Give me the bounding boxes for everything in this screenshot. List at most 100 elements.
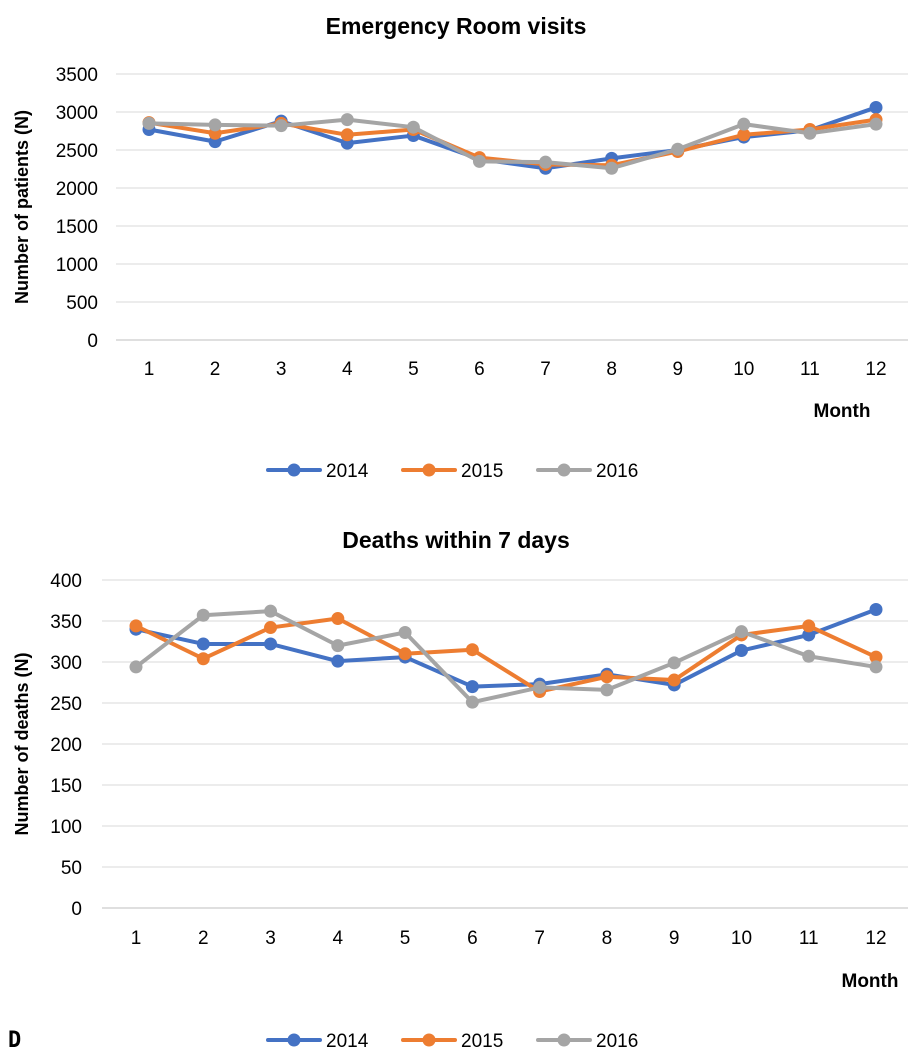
legend: 2014 2015 2016: [266, 1031, 638, 1052]
data-point-2015: [340, 128, 354, 142]
data-point-2016: [539, 155, 553, 169]
legend-label-2016: 2016: [596, 1031, 638, 1052]
data-point-2015: [667, 673, 681, 687]
data-point-2014: [734, 644, 748, 658]
panel-label: D: [8, 1028, 21, 1053]
chart-title: Emergency Room visits: [326, 13, 587, 39]
data-point-2016: [472, 154, 486, 168]
y-tick-label: 1500: [56, 217, 98, 238]
data-point-2016: [398, 625, 412, 639]
data-point-2015: [600, 670, 614, 684]
x-tick-label: 1: [131, 928, 142, 949]
data-point-2015: [264, 621, 278, 635]
data-point-2016: [208, 118, 222, 132]
data-point-2016: [667, 656, 681, 670]
data-point-2015: [129, 619, 143, 633]
x-tick-label: 10: [733, 359, 754, 380]
y-tick-label: 100: [50, 817, 82, 838]
x-tick-label: 12: [865, 928, 886, 949]
data-point-2014: [264, 637, 278, 651]
data-point-2016: [196, 608, 210, 622]
y-axis-label: Number of deaths (N): [12, 652, 32, 835]
data-point-2016: [802, 649, 816, 663]
x-tick-label: 5: [400, 928, 411, 949]
y-tick-label: 300: [50, 653, 82, 674]
x-tick-label: 9: [669, 928, 680, 949]
x-tick-label: 11: [799, 928, 819, 949]
x-tick-label: 5: [408, 359, 419, 380]
data-point-2016: [264, 604, 278, 618]
data-point-2016: [737, 117, 751, 131]
y-tick-label: 2500: [56, 141, 98, 162]
legend-label-2014: 2014: [326, 461, 369, 482]
data-point-2015: [465, 643, 479, 657]
y-tick-label: 2000: [56, 179, 98, 200]
data-point-2016: [671, 142, 685, 156]
data-point-2014: [196, 637, 210, 651]
data-point-2014: [465, 680, 479, 694]
legend-label-2016: 2016: [596, 461, 638, 482]
y-tick-label: 200: [50, 735, 82, 756]
y-tick-label: 250: [50, 694, 82, 715]
x-tick-label: 11: [800, 359, 820, 380]
series-line-2014: [134, 607, 878, 689]
data-point-2016: [129, 660, 143, 674]
data-point-2016: [331, 639, 345, 653]
data-point-2016: [142, 116, 156, 130]
data-point-2015: [398, 647, 412, 661]
legend-marker-2014: [287, 463, 301, 477]
x-tick-label: 10: [731, 928, 752, 949]
data-point-2015: [802, 619, 816, 633]
data-point-2016: [803, 126, 817, 140]
x-tick-label: 2: [210, 359, 221, 380]
data-point-2015: [869, 650, 883, 664]
data-point-2015: [331, 612, 345, 626]
y-tick-label: 0: [87, 331, 98, 352]
x-tick-label: 9: [672, 359, 683, 380]
x-tick-label: 3: [276, 359, 287, 380]
data-point-2015: [737, 128, 751, 142]
legend-marker-2014: [287, 1033, 301, 1047]
x-tick-label: 7: [540, 359, 551, 380]
x-tick-label: 1: [144, 359, 155, 380]
x-tick-label: 4: [333, 928, 344, 949]
data-point-2016: [600, 683, 614, 697]
y-tick-label: 350: [50, 612, 82, 633]
x-tick-label: 3: [265, 928, 276, 949]
legend-label-2015: 2015: [461, 461, 503, 482]
legend-marker-2016: [557, 463, 571, 477]
data-point-2016: [274, 119, 288, 133]
chart-title: Deaths within 7 days: [342, 527, 570, 553]
x-tick-label: 12: [865, 359, 886, 380]
x-tick-label: 7: [534, 928, 545, 949]
y-tick-label: 400: [50, 571, 82, 592]
data-point-2014: [331, 654, 345, 668]
data-point-2016: [406, 120, 420, 134]
x-tick-label: 8: [602, 928, 613, 949]
data-point-2014: [869, 100, 883, 114]
data-point-2016: [465, 695, 479, 709]
x-tick-label: 8: [606, 359, 617, 380]
legend-label-2014: 2014: [326, 1031, 369, 1052]
data-point-2016: [734, 625, 748, 639]
x-tick-label: 2: [198, 928, 209, 949]
legend-label-2015: 2015: [461, 1031, 503, 1052]
y-tick-label: 3000: [56, 103, 98, 124]
y-tick-label: 500: [66, 293, 98, 314]
data-point-2014: [869, 603, 883, 617]
series-line-2016: [147, 117, 878, 171]
legend: 2014 2015 2016: [266, 461, 638, 482]
data-point-2014: [802, 628, 816, 642]
y-tick-label: 3500: [56, 65, 98, 86]
data-point-2015: [196, 652, 210, 666]
data-point-2016: [869, 660, 883, 674]
series-line-2016: [134, 609, 878, 705]
chart-er-visits: Emergency Room visits 0 500 1000 1500 2000 250…: [12, 13, 908, 482]
legend-marker-2016: [557, 1033, 571, 1047]
y-tick-label: 1000: [56, 255, 98, 276]
x-axis-label: Month: [814, 401, 871, 422]
x-tick-label: 6: [467, 928, 478, 949]
legend-marker-2015: [422, 463, 436, 477]
data-point-2016: [869, 117, 883, 131]
y-axis-label: Number of patients (N): [12, 110, 32, 304]
